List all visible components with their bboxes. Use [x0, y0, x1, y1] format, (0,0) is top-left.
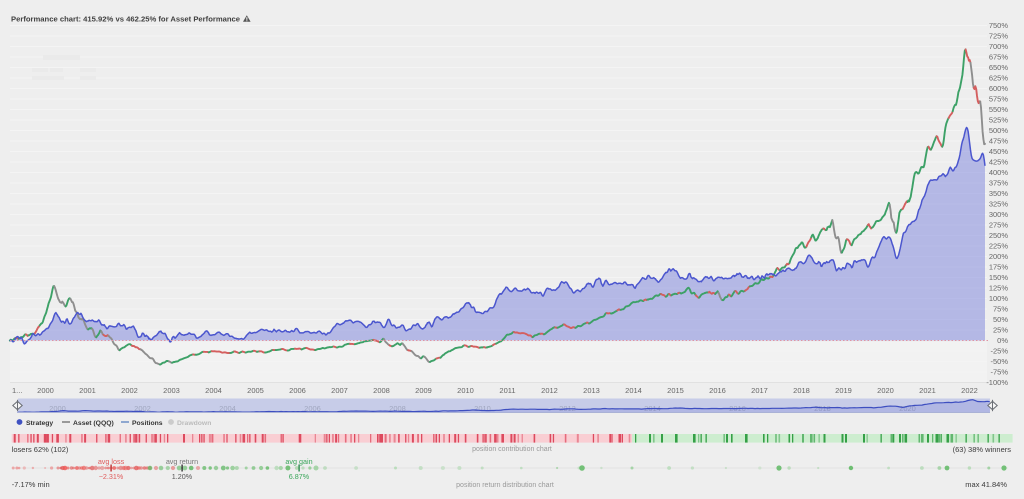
svg-text:250%: 250% [989, 231, 1009, 240]
svg-text:350%: 350% [989, 189, 1009, 198]
svg-text:2005: 2005 [247, 386, 264, 395]
svg-text:675%: 675% [989, 53, 1009, 62]
svg-text:Drawdown: Drawdown [177, 420, 211, 427]
svg-text:25%: 25% [993, 326, 1008, 335]
svg-text:2014: 2014 [625, 386, 642, 395]
svg-text:325%: 325% [989, 200, 1009, 209]
svg-text:position return distribution c: position return distribution chart [456, 482, 554, 489]
svg-text:450%: 450% [989, 147, 1009, 156]
svg-text:750%: 750% [989, 21, 1009, 30]
svg-text:550%: 550% [989, 105, 1009, 114]
svg-text:2006: 2006 [289, 386, 306, 395]
svg-text:725%: 725% [989, 32, 1009, 41]
svg-text:0%: 0% [997, 336, 1008, 345]
svg-text:2012: 2012 [541, 386, 558, 395]
svg-text:100%: 100% [989, 294, 1009, 303]
svg-text:2010: 2010 [474, 404, 491, 413]
svg-text:650%: 650% [989, 63, 1009, 72]
svg-text:2009: 2009 [415, 386, 432, 395]
svg-text:2007: 2007 [331, 386, 348, 395]
svg-text:Performance chart: 415.92% vs: Performance chart: 415.92% vs 462.25% fo… [11, 15, 240, 24]
svg-text:Asset (QQQ): Asset (QQQ) [73, 420, 114, 427]
svg-text:2008: 2008 [373, 386, 390, 395]
svg-text:avg gain: avg gain [285, 457, 312, 466]
svg-text:475%: 475% [989, 137, 1009, 146]
svg-text:2000: 2000 [37, 386, 54, 395]
svg-text:(63) 38% winners: (63) 38% winners [953, 445, 1012, 454]
svg-text:2015: 2015 [667, 386, 684, 395]
svg-text:125%: 125% [989, 284, 1009, 293]
svg-text:2022: 2022 [961, 386, 978, 395]
svg-text:700%: 700% [989, 42, 1009, 51]
svg-text:75%: 75% [993, 305, 1008, 314]
svg-text:50%: 50% [993, 315, 1008, 324]
svg-text:200%: 200% [989, 252, 1009, 261]
svg-text:2017: 2017 [751, 386, 768, 395]
svg-text:625%: 625% [989, 74, 1009, 83]
svg-text:Positions: Positions [132, 420, 163, 427]
svg-text:275%: 275% [989, 221, 1009, 230]
svg-text:300%: 300% [989, 210, 1009, 219]
svg-text:175%: 175% [989, 263, 1009, 272]
svg-text:1.20%: 1.20% [172, 472, 193, 481]
svg-text:2002: 2002 [134, 404, 151, 413]
svg-text:2013: 2013 [583, 386, 600, 395]
svg-text:425%: 425% [989, 158, 1009, 167]
svg-text:525%: 525% [989, 116, 1009, 125]
svg-text:2001: 2001 [79, 386, 96, 395]
svg-text:2010: 2010 [457, 386, 474, 395]
svg-text:2008: 2008 [389, 404, 406, 413]
svg-text:Strategy: Strategy [26, 420, 53, 427]
svg-text:2020: 2020 [899, 404, 916, 413]
svg-text:2006: 2006 [304, 404, 321, 413]
svg-text:position contribution chart: position contribution chart [472, 446, 552, 453]
svg-text:-50%: -50% [990, 357, 1008, 366]
svg-text:575%: 575% [989, 95, 1009, 104]
svg-text:-75%: -75% [990, 368, 1008, 377]
svg-text:max 41.84%: max 41.84% [965, 480, 1007, 489]
svg-text:losers 62% (102): losers 62% (102) [12, 445, 69, 454]
svg-text:1...: 1... [12, 386, 22, 395]
svg-text:2003: 2003 [163, 386, 180, 395]
svg-text:2018: 2018 [814, 404, 831, 413]
svg-text:2016: 2016 [709, 386, 726, 395]
svg-text:2000: 2000 [49, 404, 66, 413]
svg-text:2011: 2011 [499, 386, 515, 395]
svg-text:2021: 2021 [919, 386, 936, 395]
svg-text:6.87%: 6.87% [289, 472, 310, 481]
svg-text:2019: 2019 [835, 386, 852, 395]
svg-text:2018: 2018 [793, 386, 810, 395]
svg-text:-25%: -25% [990, 347, 1008, 356]
svg-text:-100%: -100% [986, 378, 1008, 387]
svg-text:2004: 2004 [205, 386, 222, 395]
svg-text:600%: 600% [989, 84, 1009, 93]
svg-text:2004: 2004 [219, 404, 236, 413]
svg-text:400%: 400% [989, 168, 1009, 177]
svg-text:−2.31%: −2.31% [99, 472, 124, 481]
svg-text:avg return: avg return [166, 457, 198, 466]
svg-text:avg loss: avg loss [98, 457, 125, 466]
svg-text:150%: 150% [989, 273, 1009, 282]
svg-text:225%: 225% [989, 242, 1009, 251]
svg-text:2020: 2020 [877, 386, 894, 395]
svg-text:375%: 375% [989, 179, 1009, 188]
svg-text:2002: 2002 [121, 386, 138, 395]
svg-text:500%: 500% [989, 126, 1009, 135]
svg-text:-7.17% min: -7.17% min [12, 480, 50, 489]
